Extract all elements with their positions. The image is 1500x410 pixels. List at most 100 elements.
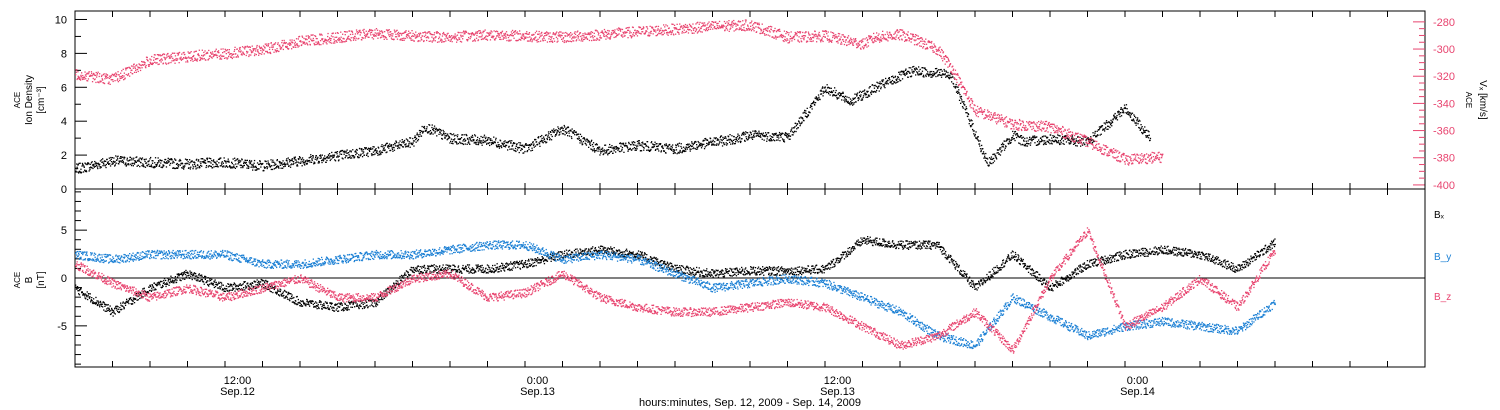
velocity-point — [457, 39, 459, 41]
velocity-point — [285, 42, 287, 44]
density-point — [688, 145, 691, 148]
velocity-point — [214, 54, 216, 56]
velocity-point — [122, 76, 124, 78]
density-point — [856, 94, 858, 96]
density-point — [695, 148, 697, 150]
density-point — [507, 149, 509, 151]
density-point — [577, 133, 580, 135]
density-point — [502, 143, 504, 145]
density-point — [772, 136, 774, 138]
density-point — [626, 145, 628, 147]
velocity-point — [513, 31, 516, 33]
velocity-point — [97, 81, 99, 83]
velocity-point — [456, 34, 459, 36]
velocity-point — [348, 38, 351, 40]
density-point — [921, 70, 924, 72]
density-point — [925, 69, 928, 71]
density-point — [1129, 111, 1131, 114]
velocity-point — [305, 38, 307, 40]
density-point — [931, 70, 933, 73]
density-point — [337, 155, 339, 157]
density-point — [735, 141, 737, 143]
density-point — [657, 145, 660, 147]
velocity-point — [679, 28, 681, 30]
density-point — [724, 136, 727, 138]
density-point — [952, 76, 954, 78]
velocity-point — [97, 71, 99, 73]
density-point — [829, 87, 831, 89]
density-point — [211, 167, 214, 169]
density-point — [142, 163, 144, 165]
density-point — [304, 161, 306, 163]
velocity-point — [194, 50, 196, 53]
velocity-point — [106, 77, 108, 79]
velocity-point — [85, 75, 87, 77]
velocity-point — [161, 59, 163, 61]
velocity-point — [295, 46, 297, 48]
density-point — [431, 126, 433, 129]
density-point — [118, 161, 121, 163]
velocity-point — [145, 67, 147, 69]
density-point — [543, 138, 546, 140]
density-point — [662, 147, 664, 150]
velocity-point — [730, 27, 732, 29]
density-point — [1002, 146, 1005, 148]
velocity-point — [559, 36, 562, 38]
density-point — [836, 96, 838, 99]
velocity-point — [423, 40, 425, 42]
density-point — [194, 162, 196, 164]
velocity-point — [619, 30, 622, 32]
velocity-point — [729, 28, 731, 30]
density-point — [90, 167, 92, 169]
velocity-point — [279, 46, 281, 48]
density-point — [1055, 140, 1057, 142]
density-point — [568, 135, 571, 137]
density-point — [220, 165, 222, 167]
velocity-point — [354, 33, 357, 35]
density-point — [881, 80, 883, 82]
density-point — [703, 148, 706, 150]
density-point — [243, 162, 245, 165]
velocity-point — [715, 28, 718, 30]
velocity-point — [210, 52, 212, 54]
velocity-point — [613, 31, 616, 33]
velocity-point — [735, 29, 737, 31]
density-point — [925, 75, 927, 78]
velocity-point — [365, 34, 367, 36]
density-point — [322, 159, 324, 161]
density-point — [800, 117, 802, 119]
velocity-point — [787, 42, 789, 44]
velocity-point — [379, 30, 381, 32]
velocity-point — [582, 40, 584, 42]
density-point — [225, 160, 227, 163]
velocity-point — [227, 52, 229, 54]
velocity-point — [224, 51, 226, 53]
velocity-point — [781, 36, 783, 38]
density-point — [245, 159, 247, 162]
density-point — [617, 148, 619, 150]
density-point — [369, 150, 371, 152]
velocity-point — [529, 36, 531, 38]
velocity-point — [487, 32, 490, 34]
velocity-point — [109, 76, 112, 79]
velocity-point — [583, 36, 585, 38]
density-point — [896, 78, 898, 80]
density-point — [855, 93, 858, 95]
density-point — [1054, 139, 1057, 141]
density-point — [940, 74, 942, 76]
velocity-point — [506, 39, 508, 42]
density-point — [508, 145, 510, 148]
density-point — [345, 150, 347, 152]
density-point — [690, 148, 692, 150]
density-point — [820, 89, 822, 91]
velocity-point — [721, 25, 724, 27]
velocity-point — [239, 48, 241, 50]
velocity-point — [223, 55, 225, 57]
velocity-point — [793, 38, 796, 41]
density-point — [557, 130, 559, 132]
density-point — [446, 134, 448, 136]
density-point — [692, 147, 694, 150]
density-point — [599, 150, 601, 152]
density-point — [1140, 127, 1143, 129]
density-point — [1072, 138, 1074, 140]
